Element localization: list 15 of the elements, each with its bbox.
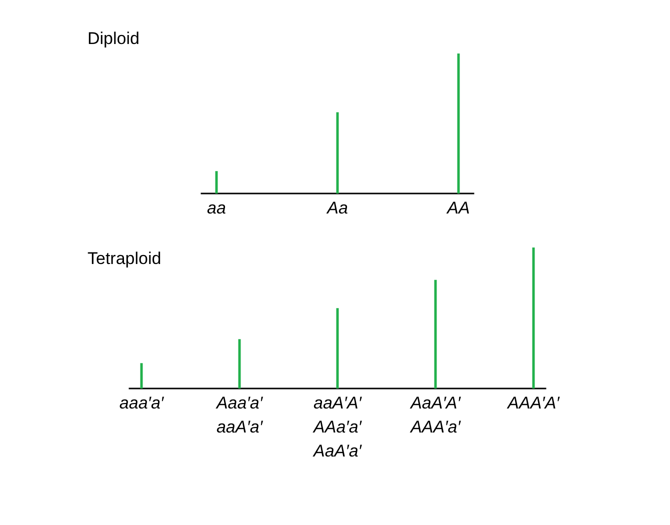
x-tick-label: Aa: [326, 198, 348, 218]
x-tick-label: aaa′a′: [119, 394, 164, 412]
chart-title: Diploid: [88, 29, 140, 48]
bar: [238, 339, 241, 388]
bar: [336, 308, 339, 388]
x-tick-label: aa: [207, 198, 226, 218]
x-tick-label: Aaa′a′ aaA′a′: [215, 394, 264, 436]
x-tick-label: aaA′A′ AAa′a′ AaA′a′: [312, 394, 362, 460]
bar: [140, 363, 143, 388]
chart-title: Tetraploid: [88, 249, 162, 268]
x-tick-label: AA: [446, 198, 470, 218]
x-tick-label: AAA′A′: [506, 394, 560, 412]
bar: [434, 280, 437, 388]
x-tick-label: AaA′A′ AAA′a′: [410, 394, 462, 436]
bar: [532, 248, 535, 388]
